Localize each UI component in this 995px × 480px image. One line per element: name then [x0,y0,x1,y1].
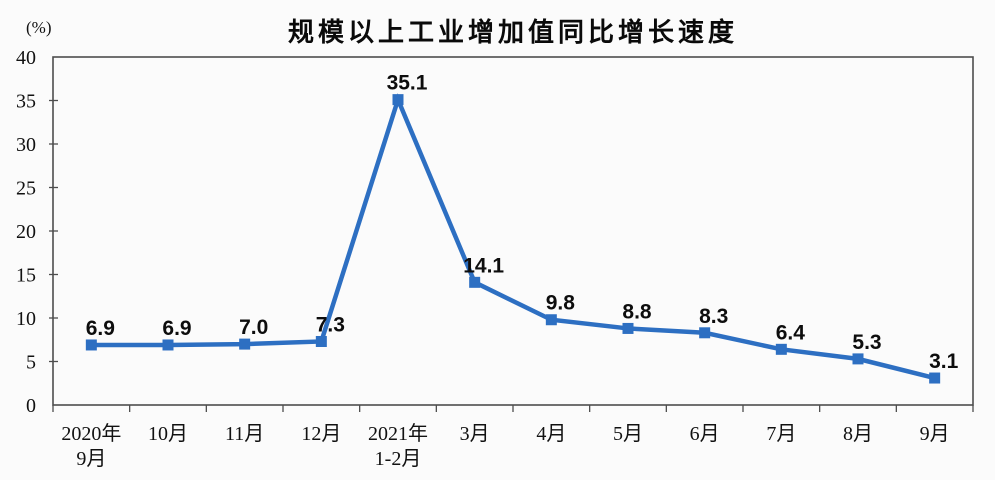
x-tick-label: 12月 [301,423,341,445]
y-tick-label: 25 [16,178,36,200]
data-point-marker [162,339,174,351]
data-point-marker [85,339,97,351]
data-point-marker [315,335,327,347]
x-tick-label-line: 11月 [225,423,264,445]
x-tick-label-line: 12月 [301,423,341,445]
data-point-marker [622,322,634,334]
x-tick-label: 4月 [536,423,566,445]
y-tick-label: 0 [26,395,36,417]
x-tick-label-line: 2020年 [61,422,121,445]
data-point-marker [469,276,481,288]
x-tick-label: 8月 [843,423,873,445]
x-tick-label: 6月 [690,423,720,445]
plot-border [52,56,974,406]
data-point-marker [392,94,404,106]
x-tick-label: 11月 [225,423,264,445]
x-tick-label-line: 4月 [536,423,566,445]
x-tick-label-line: 5月 [613,423,643,445]
data-point-label: 14.1 [463,254,504,277]
data-point-marker [852,353,864,365]
data-point-marker [775,343,787,355]
data-point-marker [929,372,941,384]
x-tick-label-line: 2021年 [368,422,428,445]
data-point-label: 3.1 [929,350,959,373]
y-tick-label: 20 [16,221,36,243]
x-tick-label-line: 6月 [690,423,720,445]
data-point-label: 5.3 [852,331,881,354]
x-tick-label: 7月 [766,423,796,445]
x-tick-label: 2021年 1-2月 [368,422,428,470]
data-point-marker [239,338,251,350]
y-tick-label: 10 [16,308,36,330]
data-point-label: 8.8 [622,300,652,323]
x-tick-label: 3月 [460,423,490,445]
x-tick-label: 10月 [148,423,188,445]
x-tick-label-line: 7月 [766,423,796,445]
data-point-label: 35.1 [387,72,428,95]
series-line [91,93,936,381]
x-tick-label-line: 1-2月 [375,448,422,470]
chart-title: 规模以上工业增加值同比增长速度 [287,17,738,47]
data-point-label: 6.9 [162,317,191,340]
data-point-label: 9.8 [546,292,576,315]
x-tick-label-line: 9月 [76,448,106,470]
data-point-label: 7.0 [239,316,268,339]
y-tick-label: 40 [16,47,36,69]
data-point-marker [699,327,711,339]
y-tick-label: 15 [16,265,36,287]
data-point-label: 6.9 [86,317,115,340]
y-tick-label: 35 [16,91,36,113]
x-tick-label-line: 10月 [148,423,188,445]
data-point-label: 7.3 [316,313,345,336]
data-point-label: 8.3 [699,305,728,328]
x-tick-label: 2020年 9月 [61,422,121,470]
x-tick-label: 9月 [920,423,950,445]
y-tick-label: 30 [16,134,36,156]
x-tick-label: 5月 [613,423,643,445]
x-tick-label-line: 8月 [843,423,873,445]
y-axis-unit-label: (%) [26,18,52,37]
y-tick-label: 5 [26,352,36,374]
x-tick-label-line: 3月 [460,423,490,445]
x-tick-label-line: 9月 [920,423,950,445]
data-point-marker [545,314,557,326]
data-point-label: 6.4 [776,321,806,344]
